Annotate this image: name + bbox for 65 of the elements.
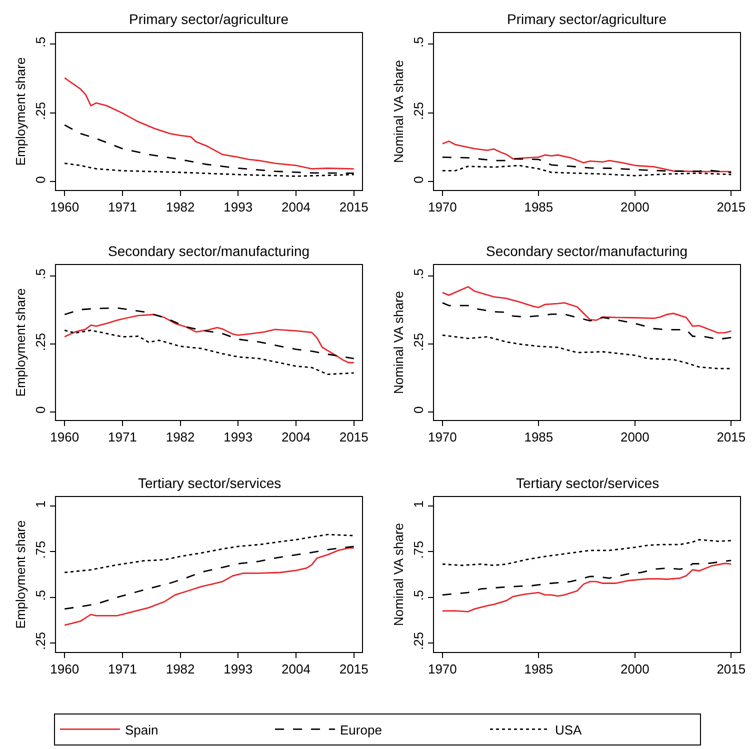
y-tick-label: .5 [410, 268, 426, 280]
x-tick-label: 1971 [108, 662, 137, 677]
x-tick-label: 1960 [50, 430, 80, 445]
y-tick-label: .25 [410, 632, 426, 650]
chart-title: Tertiary sector/services [138, 475, 282, 491]
chart-title: Secondary sector/manufacturing [108, 243, 310, 259]
x-tick-label: 2000 [620, 662, 650, 677]
x-tick-label: 1982 [166, 662, 195, 677]
y-tick-label: .5 [32, 590, 48, 601]
x-tick-label: 1970 [428, 662, 457, 677]
chart-title: Secondary sector/manufacturing [486, 243, 688, 259]
y-axis-title: Nominal VA share [390, 522, 406, 626]
x-tick-label: 2015 [339, 430, 368, 445]
y-tick-label: .25 [410, 102, 426, 120]
x-tick-label: 1993 [224, 662, 253, 677]
x-tick-label: 1993 [224, 200, 253, 215]
legend-label: Spain [125, 722, 158, 738]
x-tick-label: 1985 [524, 430, 554, 445]
chart-title: Primary sector/agriculture [129, 11, 289, 27]
x-tick-label: 1971 [108, 200, 137, 215]
y-axis-title: Employment share [12, 520, 28, 629]
y-axis-title: Nominal VA share [390, 290, 406, 394]
y-tick-label: .75 [410, 540, 426, 559]
y-axis-title: Employment share [12, 288, 28, 397]
y-axis-title: Employment share [12, 57, 28, 166]
x-tick-label: 2004 [282, 662, 310, 677]
x-tick-label: 1960 [50, 200, 80, 215]
x-tick-label: 2015 [339, 662, 368, 677]
y-tick-label: .5 [32, 36, 48, 48]
x-tick-label: 2004 [282, 430, 310, 445]
y-tick-label: .5 [32, 268, 48, 280]
x-tick-label: 1982 [166, 430, 195, 445]
x-tick-label: 2004 [282, 200, 310, 215]
y-tick-label: 0 [32, 176, 48, 184]
x-tick-label: 1985 [524, 662, 554, 677]
y-tick-label: 1 [410, 500, 426, 508]
y-tick-label: 0 [32, 406, 48, 414]
y-axis-title: Nominal VA share [390, 60, 406, 164]
y-tick-label: .25 [32, 102, 48, 120]
x-tick-label: 1993 [224, 430, 253, 445]
x-tick-label: 1960 [50, 662, 80, 677]
y-tick-label: .25 [410, 332, 426, 351]
y-tick-label: 0 [410, 176, 426, 184]
y-tick-label: .75 [32, 540, 48, 559]
y-tick-label: 0 [410, 406, 426, 414]
x-tick-label: 2015 [716, 430, 746, 445]
y-tick-label: 1 [32, 500, 48, 508]
x-tick-label: 2000 [620, 430, 650, 445]
x-tick-label: 1982 [166, 200, 195, 215]
x-tick-label: 1970 [428, 430, 457, 445]
y-tick-label: .25 [32, 332, 48, 351]
x-tick-label: 1985 [524, 200, 554, 215]
legend-label: Europe [340, 722, 382, 738]
x-tick-label: 1971 [108, 430, 137, 445]
chart-title: Primary sector/agriculture [507, 11, 667, 27]
x-tick-label: 2015 [716, 200, 746, 215]
chart-title: Tertiary sector/services [516, 475, 660, 491]
x-tick-label: 2015 [339, 200, 368, 215]
x-tick-label: 1970 [428, 200, 457, 215]
legend-label: USA [555, 722, 582, 738]
y-tick-label: .5 [410, 36, 426, 48]
y-tick-label: .25 [32, 632, 48, 650]
x-tick-label: 2015 [716, 662, 746, 677]
y-tick-label: .5 [410, 590, 426, 601]
x-tick-label: 2000 [620, 200, 650, 215]
